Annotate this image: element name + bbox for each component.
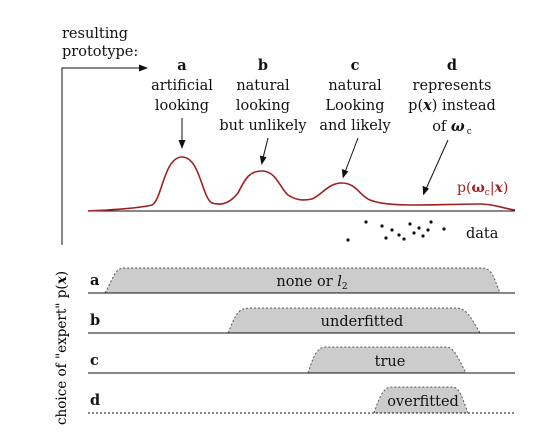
col-a-arrowhead [178, 140, 186, 149]
data-point [426, 228, 430, 232]
col-d-arrowhead [422, 185, 429, 196]
density-curve [87, 156, 516, 212]
data-point [384, 236, 388, 240]
axis-arrow-line [61, 67, 140, 245]
row-b-key: b [90, 312, 100, 329]
data-point [397, 233, 401, 237]
data-point [412, 231, 416, 235]
col-a-line2: looking [155, 98, 209, 114]
col-b-line1: natural [236, 78, 290, 94]
col-a-key: a [177, 57, 187, 74]
row-a-label: none or l2 [276, 274, 347, 292]
curve-label: p(ωc|x) [457, 180, 508, 198]
row-d-key: d [90, 392, 100, 409]
data-point [408, 222, 412, 226]
col-d-line2: p(x) instead [408, 97, 496, 114]
data-point [364, 220, 368, 224]
col-b-key: b [258, 57, 268, 74]
col-c-line2: Looking [325, 98, 384, 114]
col-d-arrow [425, 139, 449, 190]
row-d-label: overfitted [387, 394, 459, 410]
data-point [402, 237, 406, 241]
data-point [390, 228, 394, 232]
col-b-arrow [262, 137, 269, 159]
data-label: data [466, 226, 499, 242]
row-d-band [373, 386, 469, 414]
data-point [417, 226, 421, 230]
data-point [380, 224, 384, 228]
row-a-band [104, 267, 501, 294]
col-b-line3: but unlikely [219, 118, 307, 134]
col-c-arrow [344, 137, 359, 173]
header-line1: resulting [62, 26, 128, 42]
data-points [346, 220, 446, 242]
data-point [429, 220, 433, 224]
header-line2: prototype: [62, 44, 138, 60]
axis-arrowhead [139, 64, 148, 72]
data-point [346, 238, 350, 242]
row-c-key: c [90, 352, 99, 369]
col-c-key: c [351, 57, 360, 74]
row-c-band [307, 346, 467, 374]
data-point [442, 227, 446, 231]
col-d-line1: represents [413, 78, 492, 94]
col-a-line1: artificial [151, 78, 213, 94]
axis-label: choice of "expert" p(x) [54, 271, 70, 425]
row-b-band [227, 307, 481, 334]
col-c-line3: and likely [319, 118, 391, 134]
data-point [421, 234, 425, 238]
col-b-arrowhead [259, 155, 267, 165]
col-c-arrowhead [341, 169, 349, 179]
row-b-label: underfitted [321, 314, 404, 330]
col-c-line1: natural [328, 78, 382, 94]
row-c-label: true [375, 354, 406, 370]
col-b-line2: looking [236, 98, 290, 114]
row-a-key: a [90, 272, 100, 289]
col-d-key: d [447, 57, 457, 74]
